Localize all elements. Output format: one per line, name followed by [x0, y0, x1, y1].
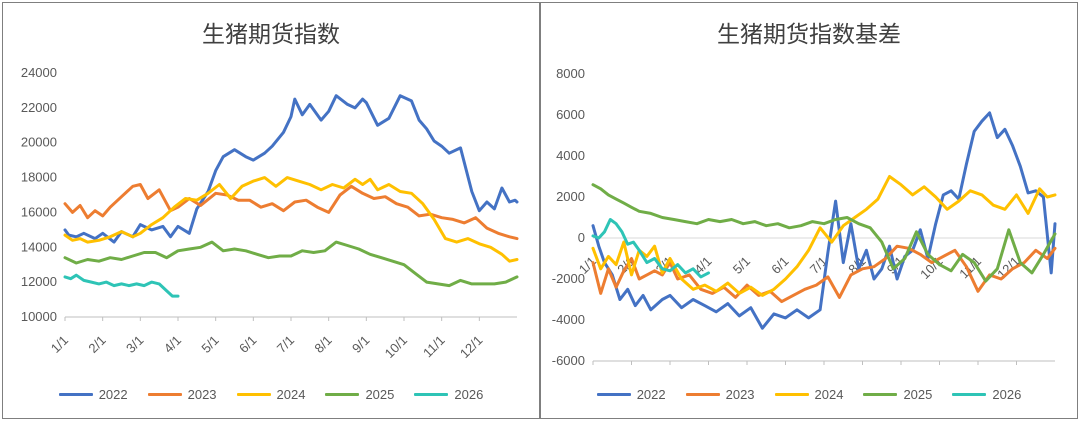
- chart-panel-basis: 生猪期货指数基差 -6000 -4000 -2000 0 2000 4000 6000 800…: [540, 2, 1078, 419]
- legend-swatch: [58, 393, 93, 396]
- legend-item: 2025: [863, 387, 932, 402]
- chart-title: 生猪期货指数基差: [717, 22, 901, 48]
- y-tick-label: 0: [578, 230, 585, 245]
- legend-item: 2023: [685, 387, 755, 402]
- y-tick-label: 12000: [21, 274, 57, 289]
- x-tick-label: 5/1: [730, 254, 753, 277]
- series-line-2025: [63, 240, 519, 288]
- legend-swatch: [414, 393, 449, 396]
- legend-label: 2024: [814, 387, 844, 402]
- x-tick-label: 3/1: [123, 333, 146, 356]
- x-tick-label: 7/1: [274, 333, 297, 356]
- x-tick-label: 5/1: [198, 333, 221, 356]
- series-line-2024: [63, 176, 519, 263]
- legend-swatch: [596, 393, 631, 396]
- y-tick-label: 6000: [556, 107, 585, 122]
- legend-swatch: [147, 393, 182, 396]
- x-tick-label: 9/1: [349, 333, 372, 356]
- legend-label: 2023: [725, 387, 755, 402]
- legend-label: 2025: [365, 387, 395, 402]
- y-tick-label: 18000: [21, 170, 57, 185]
- x-tick-label: 6/1: [236, 333, 259, 356]
- x-tick-label: 6/1: [768, 254, 791, 277]
- series-line-2023: [591, 244, 1057, 304]
- y-tick-label: 14000: [21, 239, 57, 254]
- legend-swatch: [236, 393, 271, 396]
- x-tick-label: 2/1: [85, 333, 108, 356]
- y-tick-label: 10000: [21, 309, 57, 324]
- y-tick-label: 8000: [556, 66, 585, 81]
- series-line-2026: [63, 273, 180, 298]
- legend-swatch: [325, 393, 360, 396]
- legend-label: 2022: [98, 387, 128, 402]
- legend-swatch: [774, 393, 809, 396]
- chart-title: 生猪期货指数: [202, 22, 340, 48]
- y-tick-label: 20000: [21, 135, 57, 150]
- legend-item: 2026: [952, 387, 1021, 402]
- legend-label: 2024: [276, 387, 306, 402]
- legend-item: 2022: [596, 387, 666, 402]
- legend-label: 2026: [454, 387, 484, 402]
- x-tick-label: 1/1: [48, 333, 71, 356]
- y-tick-label: 22000: [21, 100, 57, 115]
- x-tick-label: 4/1: [161, 333, 184, 356]
- legend-label: 2025: [903, 387, 933, 402]
- legend-label: 2026: [992, 387, 1022, 402]
- x-tick-label: 12/1: [457, 333, 486, 362]
- x-tick-label: 4/1: [691, 254, 714, 277]
- legend-item: 2024: [774, 387, 844, 402]
- series-line-2022: [591, 111, 1057, 330]
- y-tick-label: -6000: [552, 353, 585, 368]
- y-tick-label: 2000: [556, 189, 585, 204]
- legend-item: 2026: [414, 387, 483, 402]
- chart-legend: 2022 2023 2024 2025 2026: [541, 387, 1077, 402]
- legend-swatch: [952, 393, 987, 396]
- series-line-2023: [63, 183, 519, 241]
- series-line-2024: [591, 175, 1057, 297]
- price-index-chart: 10000 12000 14000 16000 18000 20000 22000 24000…: [21, 65, 519, 362]
- y-tick-label: 4000: [556, 148, 585, 163]
- x-tick-label: 10/1: [382, 333, 411, 362]
- legend-swatch: [685, 393, 720, 396]
- y-tick-label: -4000: [552, 312, 585, 327]
- legend-item: 2024: [236, 387, 306, 402]
- chart-legend: 2022 2023 2024 2025 2026: [3, 387, 539, 402]
- x-tick-label: 11/1: [420, 333, 448, 361]
- series-line-2025: [591, 183, 1057, 283]
- series-line-2022: [63, 94, 519, 244]
- series-line-2026: [591, 218, 710, 279]
- x-tick-label: 8/1: [311, 333, 334, 356]
- legend-label: 2023: [187, 387, 217, 402]
- legend-item: 2023: [147, 387, 217, 402]
- legend-item: 2022: [58, 387, 128, 402]
- y-tick-label: -2000: [552, 271, 585, 286]
- legend-label: 2022: [636, 387, 666, 402]
- legend-item: 2025: [325, 387, 394, 402]
- chart-panel-index: 生猪期货指数 10000 12000 14000 16000 18000 20000 220…: [2, 2, 540, 419]
- y-tick-label: 16000: [21, 204, 57, 219]
- legend-swatch: [863, 393, 898, 396]
- y-tick-label: 24000: [21, 65, 57, 80]
